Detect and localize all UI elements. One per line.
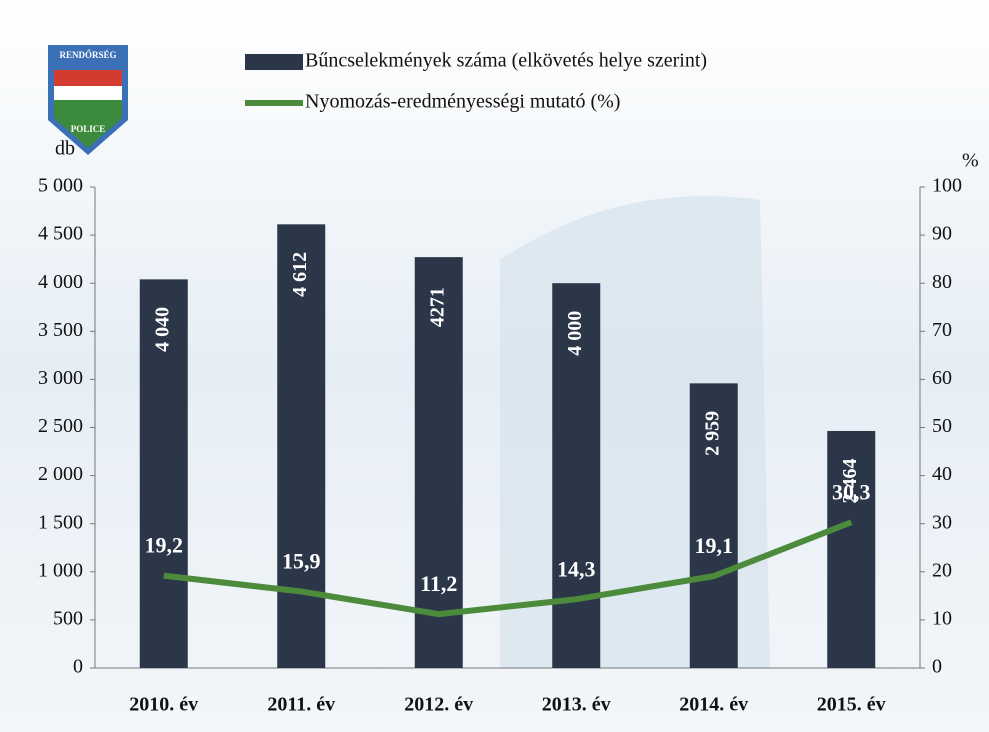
- y-tick-label: 3 000: [38, 367, 83, 389]
- y-tick-label: 3 500: [38, 319, 83, 341]
- logo-text: POLICE: [71, 124, 106, 134]
- x-tick-label: 2012. év: [404, 694, 473, 716]
- bar-value-label: 4 612: [289, 252, 311, 297]
- y-tick-label: 1 000: [38, 559, 83, 581]
- y2-tick-label: 100: [932, 175, 962, 197]
- y2-tick-label: 40: [932, 463, 952, 485]
- y2-axis-label: %: [962, 150, 979, 172]
- x-tick-label: 2014. év: [679, 694, 748, 716]
- y-tick-label: 4 000: [38, 271, 83, 293]
- line-value-label: 30,3: [832, 479, 871, 504]
- y-tick-label: 2 500: [38, 415, 83, 437]
- bar-value-label: 4 000: [564, 311, 586, 356]
- y-tick-label: 500: [53, 607, 83, 629]
- legend-label: Bűncselekmények száma (elkövetés helye s…: [305, 50, 707, 72]
- logo: RENDŐRSÉG POLICE: [48, 45, 128, 155]
- y-tick-label: 5 000: [38, 175, 83, 197]
- y-axis-label: db: [55, 138, 75, 160]
- x-tick-label: 2010. év: [129, 694, 198, 716]
- line-value-label: 19,1: [695, 533, 734, 558]
- y2-tick-label: 70: [932, 319, 952, 341]
- y2-tick-label: 20: [932, 559, 952, 581]
- y2-tick-label: 10: [932, 607, 952, 629]
- bar: [414, 257, 463, 668]
- y2-tick-label: 0: [932, 656, 942, 678]
- legend-label: Nyomozás-eredményességi mutató (%): [305, 91, 620, 113]
- bar: [827, 430, 876, 668]
- x-tick-label: 2015. év: [817, 694, 886, 716]
- bar-value-label: 2 464: [839, 458, 861, 503]
- logo-stripe: [54, 86, 122, 100]
- x-tick-label: 2011. év: [267, 694, 335, 716]
- line-value-label: 15,9: [282, 549, 321, 574]
- line-value-label: 11,2: [420, 571, 457, 596]
- x-tick-label: 2013. év: [542, 694, 611, 716]
- y-tick-label: 1 500: [38, 511, 83, 533]
- y2-tick-label: 50: [932, 415, 952, 437]
- y2-tick-label: 30: [932, 511, 952, 533]
- bar-value-label: 4271: [426, 287, 448, 327]
- line-value-label: 19,2: [145, 533, 184, 558]
- y-tick-label: 2 000: [38, 463, 83, 485]
- y-tick-label: 4 500: [38, 223, 83, 245]
- bar-value-label: 2 959: [701, 411, 723, 456]
- y2-tick-label: 80: [932, 271, 952, 293]
- legend-swatch: [245, 54, 303, 70]
- y2-tick-label: 90: [932, 223, 952, 245]
- line: [163, 519, 853, 618]
- logo-text: RENDŐRSÉG: [59, 50, 116, 60]
- line-value-label: 14,3: [557, 556, 596, 581]
- logo-stripe: [54, 100, 122, 148]
- bar: [139, 279, 188, 668]
- y2-tick-label: 60: [932, 367, 952, 389]
- logo-stripe: [54, 70, 122, 86]
- bar-value-label: 4 040: [151, 307, 173, 352]
- y-tick-label: 0: [73, 656, 83, 678]
- bar: [689, 383, 738, 668]
